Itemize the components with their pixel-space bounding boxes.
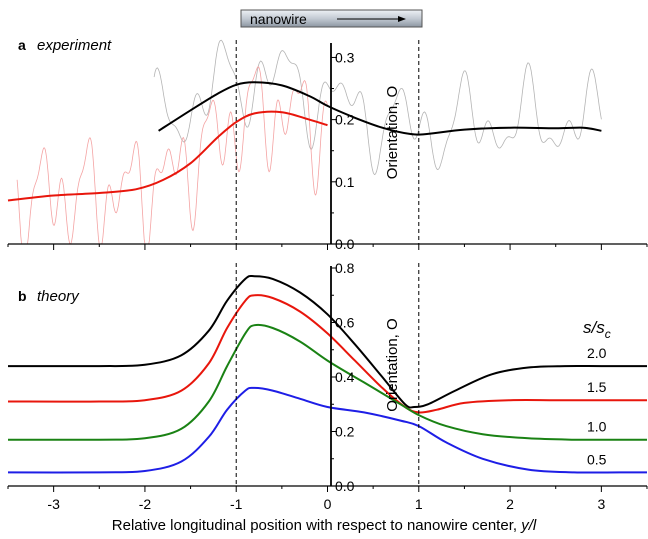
series-label-0.5: 0.5 bbox=[587, 451, 607, 467]
panel-b-y-axis-label: Orientation, O bbox=[384, 318, 401, 411]
x-tick-label: 0 bbox=[324, 496, 332, 512]
y-tick-label: 0.8 bbox=[335, 260, 355, 276]
noisy-trace-gray bbox=[153, 39, 602, 176]
y-tick-label: 0.1 bbox=[335, 174, 355, 190]
panel-b: b theory 0.0 0.2 0.4 0.6 0.8 -3 -2 -1 0 1 2 3 Orien… bbox=[7, 260, 648, 512]
series-label-1.0: 1.0 bbox=[587, 419, 607, 435]
panel-b-axes: 0.0 0.2 0.4 0.6 0.8 -3 -2 -1 0 1 2 3 bbox=[7, 260, 648, 512]
panel-b-series-labels: 2.0 1.5 1.0 0.5 bbox=[587, 345, 607, 467]
nanowire-banner: nanowire bbox=[240, 9, 423, 28]
y-tick-label: 0.0 bbox=[335, 478, 355, 494]
panel-a-title: experiment bbox=[37, 37, 112, 54]
panel-a-series bbox=[7, 81, 602, 202]
nanowire-label: nanowire bbox=[250, 11, 307, 27]
legend-title: s/sc bbox=[583, 318, 611, 341]
panel-a-noisy-traces bbox=[16, 39, 602, 245]
x-tick-label: 2 bbox=[506, 496, 514, 512]
panel-a-axes: 0.0 0.1 0.2 0.3 bbox=[7, 40, 648, 252]
panel-b-series-1.0 bbox=[7, 323, 647, 441]
noisy-trace-red bbox=[16, 66, 328, 245]
x-tick-label: -2 bbox=[139, 496, 152, 512]
x-tick-label: 3 bbox=[597, 496, 605, 512]
x-tick-label: 1 bbox=[415, 496, 423, 512]
panel-a: a experiment 0.0 0.1 0.2 0.3 Orientation, O bbox=[7, 37, 648, 252]
x-axis-label: Relative longitudinal position with resp… bbox=[112, 517, 537, 534]
y-tick-label: 0.4 bbox=[335, 369, 355, 385]
panel-a-series-red bbox=[7, 110, 328, 202]
series-label-2.0: 2.0 bbox=[587, 345, 607, 361]
y-tick-label: 0.6 bbox=[335, 315, 355, 331]
series-label-1.5: 1.5 bbox=[587, 379, 607, 395]
x-tick-label: -3 bbox=[47, 496, 60, 512]
panel-b-letter: b bbox=[18, 288, 27, 304]
panel-b-series-1.5 bbox=[7, 294, 647, 414]
y-tick-label: 0.3 bbox=[335, 49, 355, 65]
y-tick-label: 0.2 bbox=[335, 424, 355, 440]
panel-a-series-black bbox=[158, 81, 602, 136]
panel-b-title: theory bbox=[37, 288, 80, 305]
panel-a-y-axis-label: Orientation, O bbox=[384, 86, 401, 179]
x-tick-label: -1 bbox=[230, 496, 243, 512]
panel-b-series-0.5 bbox=[7, 386, 647, 474]
panel-b-series bbox=[7, 274, 647, 474]
y-tick-label: 0.2 bbox=[335, 112, 355, 128]
panel-a-letter: a bbox=[18, 37, 26, 53]
y-tick-label: 0.0 bbox=[335, 236, 355, 252]
panel-b-series-2.0 bbox=[7, 274, 647, 409]
